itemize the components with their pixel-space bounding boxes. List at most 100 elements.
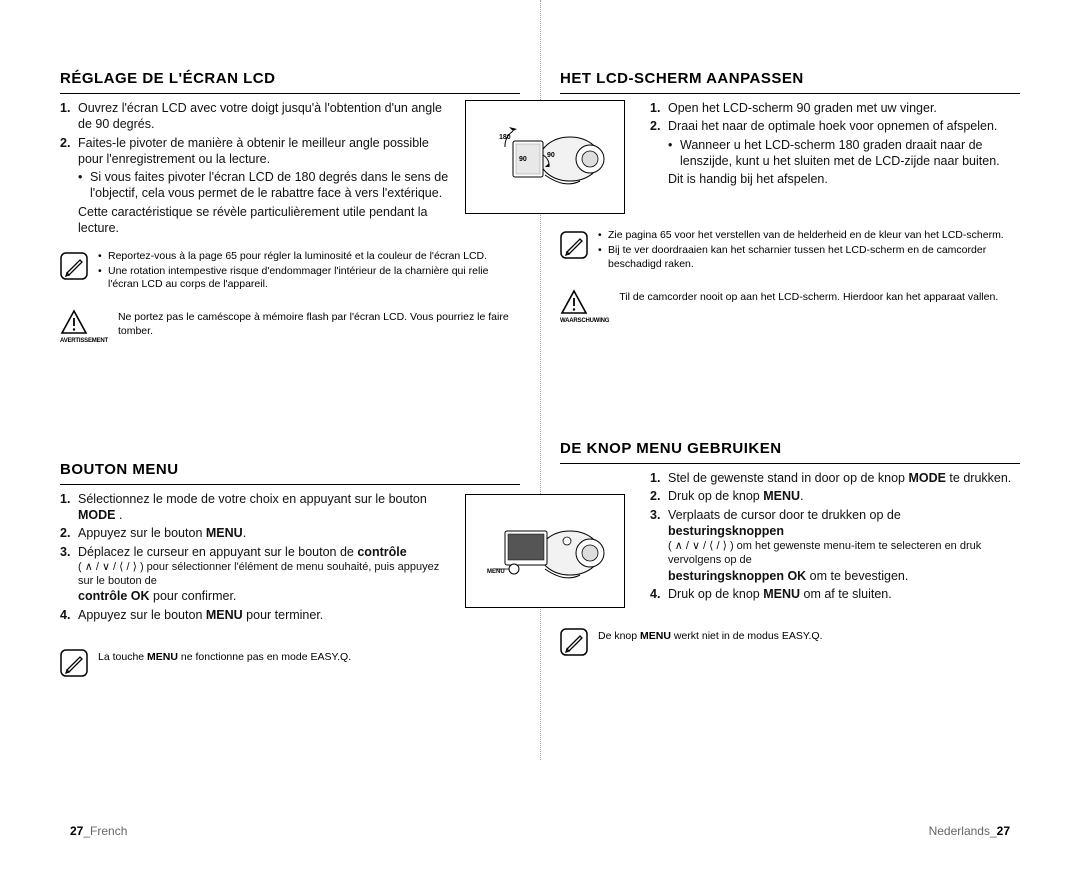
bold: MENU (763, 489, 800, 503)
bold: MENU (206, 608, 243, 622)
note-bullet: Reportez-vous à la page 65 pour régler l… (98, 250, 520, 263)
text: ne fonctionne pas en mode EASY.Q. (178, 651, 351, 663)
text: Appuyez sur le bouton (78, 608, 206, 622)
text: te drukken. (946, 471, 1011, 485)
text: om te bevestigen. (806, 569, 908, 583)
text: Appuyez sur le bouton (78, 526, 206, 540)
list-item: 1. Sélectionnez le mode de votre choix e… (78, 491, 455, 524)
list-item: 2. Faites-le pivoter de manière à obteni… (78, 135, 455, 237)
list-item: 2. Appuyez sur le bouton MENU. (78, 525, 455, 541)
text-after: Cette caractéristique se révèle particul… (78, 205, 428, 235)
list-item: 1. Ouvrez l'écran LCD avec votre doigt j… (78, 100, 455, 133)
num: 1. (650, 470, 660, 486)
pencil-note-icon (560, 231, 588, 259)
pencil-note-icon (60, 252, 88, 280)
note-list: Reportez-vous à la page 65 pour régler l… (98, 250, 520, 293)
num: 2. (60, 525, 70, 541)
manual-page: RÉGLAGE DE L'ÉCRAN LCD 1. Ouvrez l'écran… (0, 0, 1080, 874)
warning-text: Ne portez pas le caméscope à mémoire fla… (118, 307, 520, 337)
note-text: De knop MENU werkt niet in de modus EASY… (598, 626, 823, 643)
arrows: ( ∧ / ∨ / ⟨ / ⟩ ) pour sélectionner l'él… (78, 560, 455, 589)
text: . (243, 526, 246, 540)
bold: MENU (206, 526, 243, 540)
warning-label: WAARSCHUWING (560, 318, 609, 326)
list-menu-nl: 1. Stel de gewenste stand in door op de … (650, 470, 1020, 602)
text: Draai het naar de optimale hoek voor opn… (668, 119, 997, 133)
list-item: 3. Déplacez le curseur en appuyant sur l… (78, 544, 455, 605)
sub-bullets: Wanneer u het LCD-scherm 180 graden draa… (668, 137, 1020, 170)
num: 3. (650, 507, 660, 523)
list-lcd-fr: 1. Ouvrez l'écran LCD avec votre doigt j… (60, 100, 455, 236)
note-text: La touche MENU ne fonctionne pas en mode… (98, 647, 351, 664)
note-bullet: Zie pagina 65 voor het verstellen van de… (598, 229, 1020, 242)
note-bullet: Une rotation intempestive risque d'endom… (98, 265, 520, 291)
list-item: 1. Open het LCD-scherm 90 graden met uw … (668, 100, 1020, 116)
figure-lcd-camcorder: 180 90 90 (465, 100, 625, 214)
bullet: Si vous faites pivoter l'écran LCD de 18… (78, 169, 455, 202)
list-lcd-nl: 1. Open het LCD-scherm 90 graden met uw … (650, 100, 1020, 187)
list-item: 3. Verplaats de cursor door te drukken o… (668, 507, 1020, 584)
text: Druk op de knop (668, 489, 763, 503)
warning-icon (60, 309, 88, 337)
note-list: Zie pagina 65 voor het verstellen van de… (598, 229, 1020, 272)
pencil-note-icon (560, 628, 588, 656)
pencil-note-icon (60, 649, 88, 677)
note-pencil-fr: Reportez-vous à la page 65 pour régler l… (60, 250, 520, 293)
svg-text:90: 90 (547, 152, 555, 159)
text: om af te sluiten. (800, 587, 892, 601)
text: Open het LCD-scherm 90 graden met uw vin… (668, 101, 937, 115)
list-item: 2. Draai het naar de optimale hoek voor … (668, 118, 1020, 187)
num: 1. (650, 100, 660, 116)
warning-text: Til de camcorder nooit op aan het LCD-sc… (619, 287, 998, 304)
num: 1. (60, 100, 70, 116)
text: De knop (598, 630, 640, 642)
text: pour terminer. (243, 608, 324, 622)
list-item: 4. Appuyez sur le bouton MENU pour termi… (78, 607, 455, 623)
footer-right: Nederlands_27 (929, 824, 1010, 838)
num: 4. (60, 607, 70, 623)
text: Ouvrez l'écran LCD avec votre doigt jusq… (78, 101, 442, 131)
text: Stel de gewenste stand in door op de kno… (668, 471, 908, 485)
svg-text:180: 180 (499, 134, 511, 141)
bold: besturingsknoppen (668, 524, 784, 538)
text-after: Dit is handig bij het afspelen. (668, 172, 828, 186)
note-pencil-nl: Zie pagina 65 voor het verstellen van de… (560, 229, 1020, 272)
heading-lcd-nl: HET LCD-SCHERM AANPASSEN (560, 70, 1020, 94)
list-item: 4. Druk op de knop MENU om af te sluiten… (668, 586, 1020, 602)
num: 2. (650, 118, 660, 134)
page-number: 27 (997, 824, 1010, 838)
bold: MODE (908, 471, 946, 485)
note-bullet: Bij te ver doordraaien kan het scharnier… (598, 244, 1020, 270)
bold: contrôle OK (78, 589, 150, 603)
text: Verplaats de cursor door te drukken op d… (668, 508, 901, 522)
heading-menu-nl: DE KNOP MENU GEBRUIKEN (560, 440, 1020, 464)
svg-text:MENU: MENU (487, 569, 505, 575)
note-pencil-menu-fr: La touche MENU ne fonctionne pas en mode… (60, 647, 520, 677)
camcorder-menu-icon: MENU (485, 511, 605, 591)
bold: MENU (763, 587, 800, 601)
note-pencil-menu-nl: De knop MENU werkt niet in de modus EASY… (560, 626, 1020, 656)
warning-icon-wrap: WAARSCHUWING (560, 287, 609, 326)
warning-icon (560, 289, 588, 317)
warning-block-fr: AVERTISSEMENT Ne portez pas le caméscope… (60, 307, 520, 346)
list-item: 2. Druk op de knop MENU. (668, 488, 1020, 504)
footer-lang: Nederlands_ (929, 824, 997, 838)
warning-label: AVERTISSEMENT (60, 338, 108, 346)
heading-lcd-fr: RÉGLAGE DE L'ÉCRAN LCD (60, 70, 520, 94)
text: Sélectionnez le mode de votre choix en a… (78, 492, 427, 506)
list-menu-fr: 1. Sélectionnez le mode de votre choix e… (60, 491, 455, 623)
list-item: 1. Stel de gewenste stand in door op de … (668, 470, 1020, 486)
text: pour confirmer. (150, 589, 237, 603)
bold: MENU (147, 651, 178, 663)
bold: MODE (78, 508, 116, 522)
warning-icon-wrap: AVERTISSEMENT (60, 307, 108, 346)
text: Déplacez le curseur en appuyant sur le b… (78, 545, 357, 559)
page-number: 27 (70, 824, 83, 838)
text: La touche (98, 651, 147, 663)
text: Druk op de knop (668, 587, 763, 601)
camcorder-icon: 180 90 90 (485, 117, 605, 197)
num: 1. (60, 491, 70, 507)
sub-bullets: Si vous faites pivoter l'écran LCD de 18… (78, 169, 455, 202)
bullet: Wanneer u het LCD-scherm 180 graden draa… (668, 137, 1020, 170)
num: 2. (650, 488, 660, 504)
